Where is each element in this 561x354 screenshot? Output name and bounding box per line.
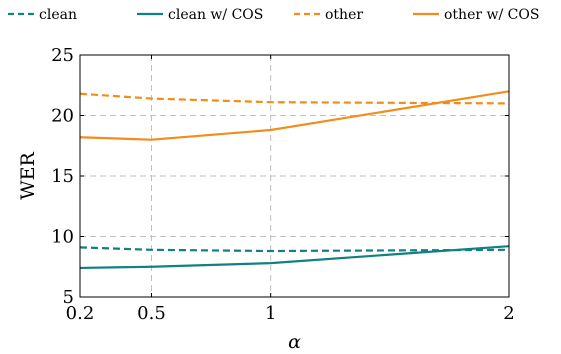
y-tick-label: 10	[51, 227, 74, 248]
y-axis-ticks: 5 10 15 20 25	[51, 45, 509, 308]
x-tick-label: 1	[265, 303, 276, 324]
x-axis-ticks: 0.2 0.5 1 2	[66, 55, 515, 324]
legend-label: clean	[39, 7, 77, 23]
y-tick-label: 5	[63, 287, 74, 308]
series-line-other-w-cos	[79, 90, 510, 141]
y-axis-label: WER	[17, 151, 39, 199]
legend-label: other w/ COS	[444, 7, 539, 23]
y-tick-label: 25	[51, 45, 74, 66]
y-tick-label: 20	[51, 106, 74, 127]
series-line-clean	[79, 246, 510, 253]
legend: clean clean w/ COS other other w/ COS	[8, 7, 539, 23]
series-line-clean-w-cos	[79, 245, 510, 270]
series-line-other	[79, 92, 510, 105]
x-tick-label: 2	[503, 303, 514, 324]
y-tick-label: 15	[51, 166, 74, 187]
grid	[80, 55, 509, 297]
legend-label: clean w/ COS	[168, 7, 263, 23]
x-axis-label: α	[288, 331, 301, 353]
series-lines	[79, 90, 510, 270]
x-tick-label: 0.2	[66, 303, 95, 324]
x-tick-label: 0.5	[137, 303, 166, 324]
legend-label: other	[325, 7, 363, 23]
